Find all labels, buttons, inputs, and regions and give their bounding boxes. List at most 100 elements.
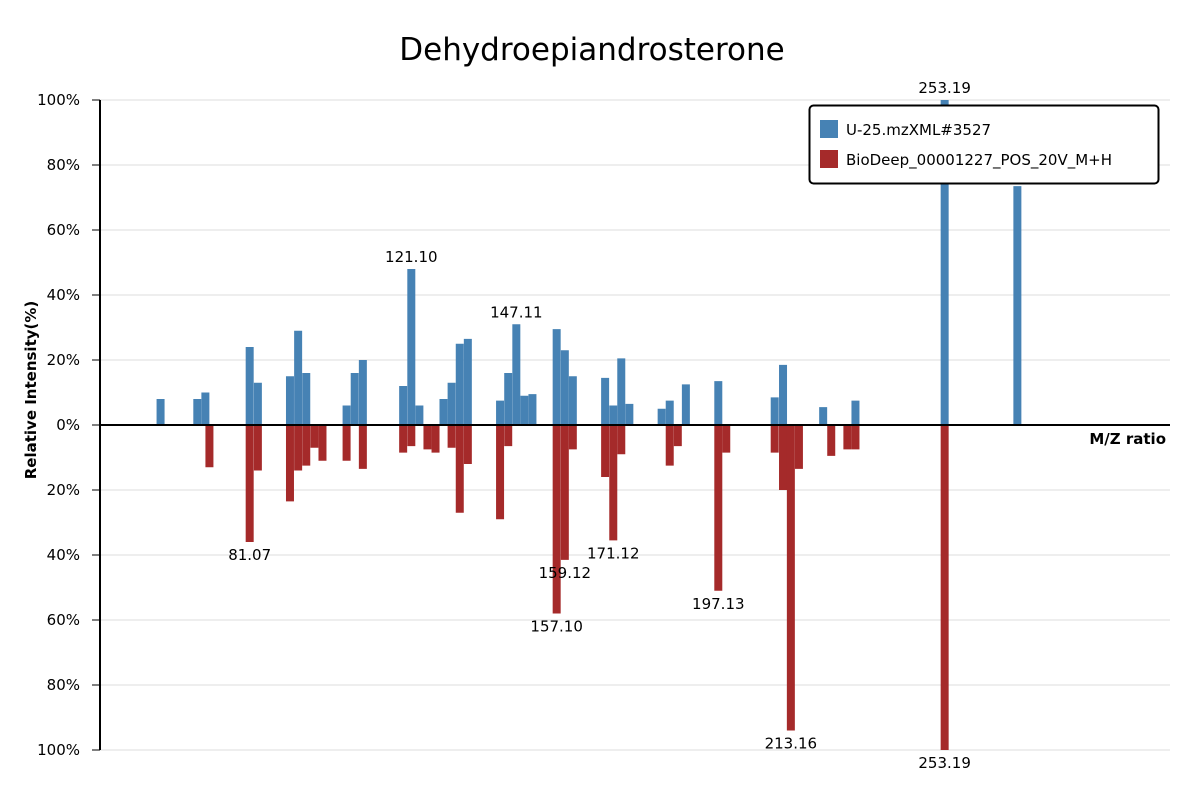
reference-peak-bar [851, 425, 860, 450]
y-tick-label: 60% [47, 611, 80, 629]
query-peak-bar [447, 382, 456, 425]
query-peak-bar [342, 405, 351, 425]
query-peak-bar [560, 350, 569, 425]
reference-peak-bar [302, 425, 311, 466]
reference-peak-bar [358, 425, 367, 469]
query-peak-bar [415, 405, 424, 425]
peak-label: 159.12 [539, 564, 592, 582]
query-peak-bar [455, 343, 464, 425]
peak-label: 121.10 [385, 248, 438, 266]
grid-lines [100, 99, 1170, 751]
y-tick-label: 60% [47, 221, 80, 239]
reference-peak-bar [294, 425, 303, 471]
query-peak-bar [617, 358, 626, 425]
legend-swatch-query [820, 120, 838, 138]
query-peak-bar [714, 381, 723, 425]
query-peak-bar [528, 394, 537, 425]
query-peak-bar [512, 324, 521, 425]
query-peak-bar [665, 400, 674, 425]
query-peak-bar [552, 329, 561, 425]
reference-peak-bar [455, 425, 464, 513]
reference-peak-bar [423, 425, 432, 450]
peak-label: 157.10 [530, 618, 583, 636]
query-peak-bar [439, 399, 448, 425]
reference-peak-bar [794, 425, 803, 469]
query-peak-bar [463, 338, 472, 425]
reference-peak-bar [407, 425, 416, 447]
query-peak-bar [681, 384, 690, 425]
peak-label: 171.12 [587, 544, 640, 562]
peak-label: 197.13 [692, 595, 745, 613]
y-tick-label: 20% [47, 351, 80, 369]
peak-label: 253.19 [918, 754, 971, 772]
query-peak-bar [399, 386, 408, 425]
peak-label: 147.11 [490, 303, 543, 321]
y-tick-label: 40% [47, 546, 80, 564]
query-peak-bar [1013, 186, 1022, 425]
reference-peak-bar [496, 425, 505, 520]
y-tick-label: 100% [37, 91, 80, 109]
query-peak-bar [407, 269, 416, 425]
x-axis-title: M/Z ratio [1089, 430, 1166, 448]
query-peak-bar [350, 373, 359, 425]
query-peak-bar [609, 405, 618, 425]
query-peak-bar [568, 376, 577, 425]
y-tick-label: 80% [47, 156, 80, 174]
legend-swatch-reference [820, 150, 838, 168]
reference-peak-bar [463, 425, 472, 464]
legend-label-reference: BioDeep_00001227_POS_20V_M+H [846, 151, 1112, 170]
query-peak-bar [940, 100, 949, 425]
reference-peak-bar [786, 425, 795, 731]
reference-peak-bar [431, 425, 440, 453]
reference-peak-bar [673, 425, 682, 447]
reference-peak-bar [617, 425, 626, 455]
query-peak-bar [201, 392, 210, 425]
reference-peak-bar [827, 425, 836, 456]
reference-peak-bar [940, 425, 949, 750]
reference-peak-bar [447, 425, 456, 448]
y-axis-ticks: 100% 80% 60% 40% 20% 0% 20% 40% 60% 80% 100% [37, 91, 100, 759]
query-peak-bar [504, 373, 513, 425]
legend-label-query: U-25.mzXML#3527 [846, 121, 991, 139]
query-peak-bar [253, 382, 262, 425]
query-peak-bar [520, 395, 529, 425]
query-peak-bar [601, 377, 610, 425]
query-peak-bar [294, 330, 303, 425]
query-peak-bar [657, 408, 666, 425]
reference-peak-bar [560, 425, 569, 560]
query-peak-bar [851, 400, 860, 425]
legend-box [808, 104, 1160, 185]
query-peak-bar [819, 407, 828, 425]
reference-peak-bar [843, 425, 852, 450]
chart-title: Dehydroepiandrosterone [399, 32, 785, 68]
reference-peak-bar [665, 425, 674, 466]
query-peak-bar [770, 397, 779, 425]
spectrum-bars [156, 100, 1022, 750]
query-peak-bar [496, 400, 505, 425]
query-peak-bar [625, 403, 634, 425]
peak-label: 253.19 [918, 79, 971, 97]
query-peak-bar [302, 373, 311, 425]
peak-label: 81.07 [228, 546, 271, 564]
y-tick-label: 100% [37, 741, 80, 759]
query-peak-bar [779, 364, 788, 425]
query-peak-bar [193, 399, 202, 425]
reference-peak-bar [779, 425, 788, 490]
reference-peak-bar [568, 425, 577, 450]
reference-peak-bar [342, 425, 351, 461]
reference-peak-bar [318, 425, 327, 461]
y-axis-title: Relative Intensity(%) [22, 301, 40, 480]
reference-peak-bar [399, 425, 408, 453]
y-tick-label: 20% [47, 481, 80, 499]
reference-peak-bar [285, 425, 294, 502]
reference-peak-bar [609, 425, 618, 541]
reference-peak-bar [205, 425, 214, 468]
query-peak-bar [285, 376, 294, 425]
reference-peak-bar [552, 425, 561, 614]
y-tick-label: 40% [47, 286, 80, 304]
legend: U-25.mzXML#3527 BioDeep_00001227_POS_20V… [808, 104, 1160, 185]
reference-peak-bar [601, 425, 610, 477]
peak-label: 213.16 [765, 735, 818, 753]
reference-peak-bar [310, 425, 319, 448]
